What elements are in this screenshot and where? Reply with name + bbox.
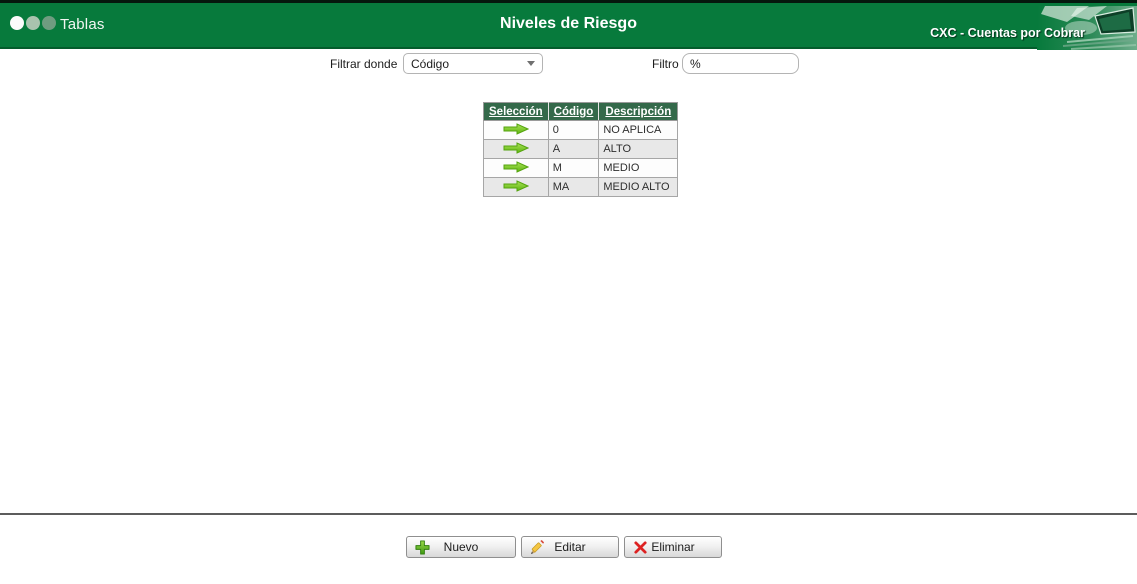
cell-descripcion: ALTO — [598, 139, 679, 159]
select-row-button[interactable] — [483, 158, 549, 178]
cell-descripcion: MEDIO — [598, 158, 679, 178]
filter-label: Filtro — [652, 57, 679, 71]
filter-column-select-value: Código — [411, 56, 450, 71]
page-title: Niveles de Riesgo — [500, 15, 637, 32]
filter-input[interactable] — [682, 53, 799, 74]
delete-button-label: Eliminar — [651, 540, 695, 554]
table-row: M MEDIO — [483, 158, 679, 178]
dot-icon — [42, 16, 56, 30]
select-row-button[interactable] — [483, 120, 549, 140]
filter-column-select[interactable]: Código — [403, 53, 543, 74]
cell-descripcion: MEDIO ALTO — [598, 177, 679, 197]
chevron-down-icon — [527, 61, 535, 66]
green-right-arrow-icon — [503, 122, 530, 135]
select-row-button[interactable] — [483, 139, 549, 159]
new-button-label: Nuevo — [443, 540, 479, 554]
red-x-icon — [634, 541, 647, 554]
edit-button[interactable]: Editar — [521, 536, 619, 558]
module-label: CXC - Cuentas por Cobrar — [930, 26, 1085, 40]
cell-codigo: M — [547, 158, 600, 178]
window-dots — [10, 16, 56, 30]
header-bar: Tablas Niveles de Riesgo CXC - Cuentas p… — [0, 3, 1137, 50]
delete-button[interactable]: Eliminar — [624, 536, 722, 558]
select-row-button[interactable] — [483, 177, 549, 197]
cell-codigo: MA — [547, 177, 600, 197]
green-right-arrow-icon — [503, 160, 530, 173]
column-header-codigo[interactable]: Código — [547, 102, 600, 121]
column-header-descripcion[interactable]: Descripción — [598, 102, 679, 121]
app-title: Tablas — [60, 16, 105, 33]
table-row: MA MEDIO ALTO — [483, 177, 679, 197]
cell-codigo: 0 — [547, 120, 600, 140]
filter-where-label: Filtrar donde — [330, 57, 398, 71]
new-button[interactable]: Nuevo — [406, 536, 516, 558]
edit-button-label: Editar — [554, 540, 586, 554]
cell-codigo: A — [547, 139, 600, 159]
green-plus-icon — [415, 540, 430, 555]
table-row: A ALTO — [483, 139, 679, 159]
risk-levels-table: Selección Código Descripción 0 NO APLICA — [483, 102, 679, 197]
green-right-arrow-icon — [503, 179, 530, 192]
action-button-bar: Nuevo Editar Eliminar — [406, 536, 722, 558]
top-strip — [0, 0, 1137, 3]
dot-icon — [10, 16, 24, 30]
footer-divider — [0, 513, 1137, 515]
cell-descripcion: NO APLICA — [598, 120, 679, 140]
column-header-seleccion[interactable]: Selección — [483, 102, 549, 121]
table-header-row: Selección Código Descripción — [483, 102, 679, 121]
green-right-arrow-icon — [503, 141, 530, 154]
pencil-icon — [530, 540, 545, 555]
header-art-image — [1037, 6, 1137, 50]
dot-icon — [26, 16, 40, 30]
table-row: 0 NO APLICA — [483, 120, 679, 140]
